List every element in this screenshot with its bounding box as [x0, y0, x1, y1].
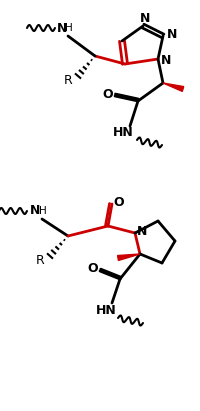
Text: O: O: [114, 196, 124, 208]
Text: HN: HN: [96, 305, 116, 318]
Polygon shape: [118, 254, 140, 261]
Text: O: O: [103, 88, 113, 102]
Text: R: R: [36, 254, 44, 268]
Text: N: N: [167, 28, 177, 42]
Text: N: N: [137, 224, 147, 238]
Text: N: N: [30, 205, 40, 217]
Text: H: H: [39, 206, 47, 216]
Text: N: N: [57, 21, 67, 35]
Text: N: N: [140, 12, 150, 25]
Text: N: N: [161, 53, 171, 67]
Polygon shape: [163, 83, 184, 91]
Text: O: O: [88, 263, 98, 275]
Text: H: H: [65, 23, 73, 33]
Text: HN: HN: [113, 127, 133, 139]
Text: R: R: [64, 74, 72, 88]
